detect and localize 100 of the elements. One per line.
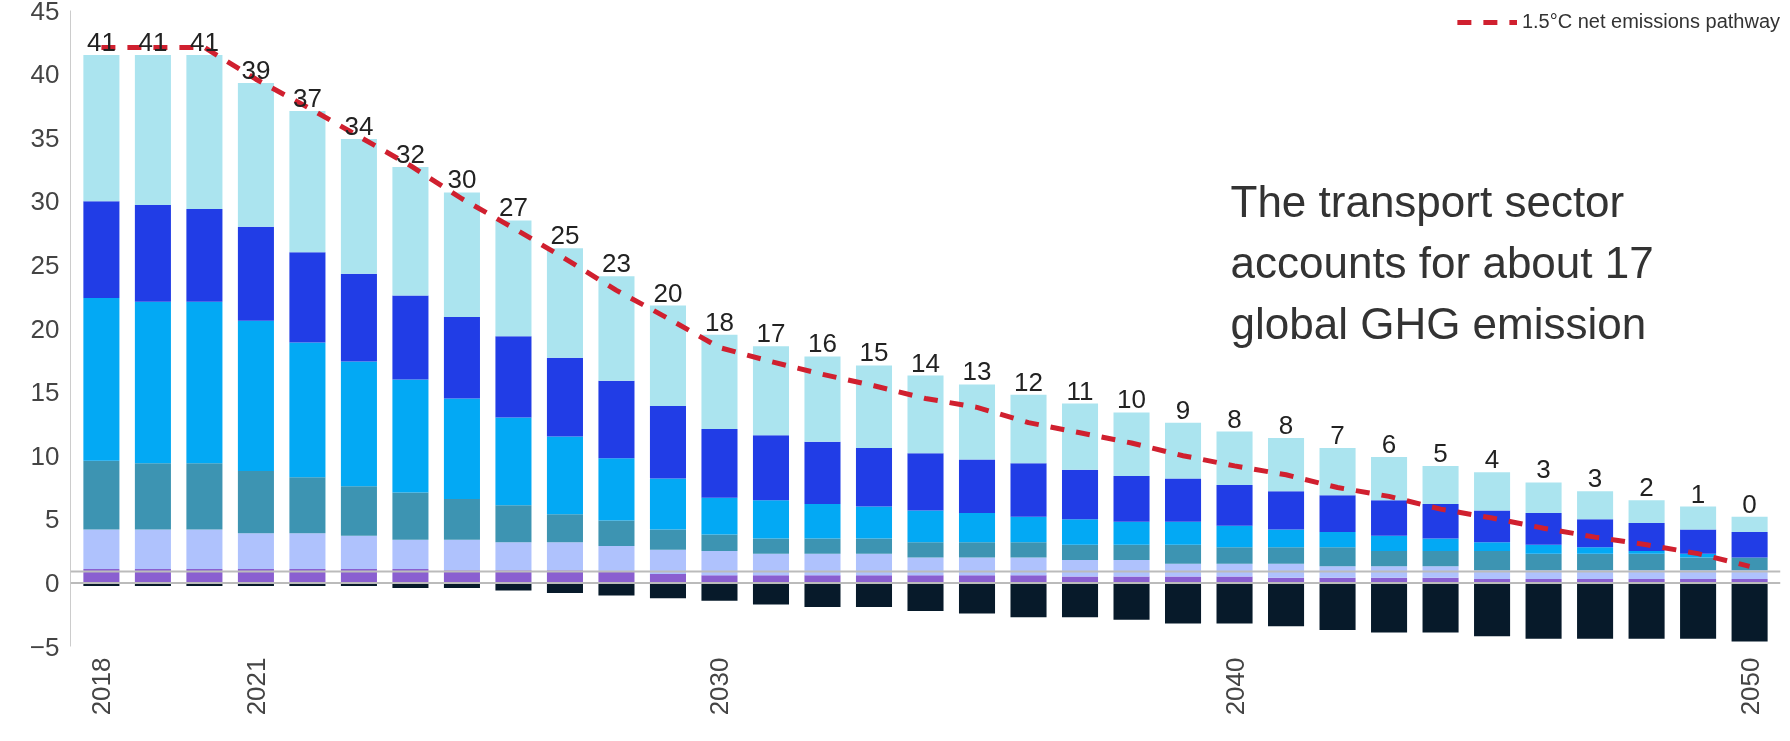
bar: [649, 478, 686, 530]
bar: [804, 582, 841, 608]
bar: [1268, 547, 1305, 564]
bar: [649, 406, 686, 479]
x-tick-label: 2040: [1219, 657, 1250, 716]
bar: [1319, 547, 1356, 567]
bar: [1216, 582, 1253, 624]
bar: [1731, 532, 1768, 558]
bar: [598, 458, 635, 521]
bar: [907, 453, 944, 511]
total-label: 2: [1639, 472, 1654, 503]
bar: [237, 320, 274, 471]
bar: [495, 505, 532, 543]
bar: [958, 459, 996, 513]
legend-label: 1.5°C net emissions pathway: [1521, 10, 1780, 33]
bar: [1525, 582, 1562, 639]
bar: [1319, 582, 1356, 630]
bar: [1422, 504, 1459, 539]
annotation: The transport sector accounts for about 17 global GHG emission: [1230, 176, 1654, 348]
bar: [340, 486, 377, 536]
bar: [701, 582, 738, 601]
bar: [649, 305, 686, 407]
bar: [340, 361, 377, 487]
bar: [546, 248, 583, 358]
bar: [598, 582, 635, 596]
bar: [495, 220, 532, 337]
bar: [289, 477, 326, 534]
total-label: 11: [1066, 375, 1094, 406]
bar: [83, 201, 120, 298]
y-tick-label: 30: [30, 186, 60, 217]
total-label: 3: [1587, 463, 1603, 494]
bar: [1577, 553, 1614, 571]
bar: [340, 138, 377, 274]
bar: [134, 529, 171, 569]
bar: [1165, 422, 1202, 479]
total-label: 9: [1175, 394, 1191, 425]
bar: [1525, 553, 1562, 571]
bar: [1680, 506, 1717, 530]
bar: [1422, 551, 1459, 567]
x-tick-label: 2030: [704, 657, 735, 716]
bar: [1422, 538, 1459, 552]
bar: [186, 208, 223, 302]
bar: [1113, 476, 1150, 522]
total-label: 17: [756, 318, 786, 349]
bar: [443, 317, 480, 399]
bar: [1216, 484, 1253, 526]
bar: [1061, 582, 1099, 618]
total-label: 15: [859, 337, 889, 368]
y-tick-label: 5: [45, 504, 60, 535]
y-tick-label: −5: [29, 631, 60, 662]
bar: [546, 542, 583, 571]
bar: [855, 448, 893, 507]
bar: [392, 166, 429, 296]
bar: [1525, 512, 1562, 545]
bar: [1216, 547, 1253, 564]
bar: [546, 357, 583, 437]
bar: [804, 553, 841, 576]
bar: [1061, 403, 1099, 470]
bar: [804, 356, 841, 442]
bar: [855, 582, 893, 608]
bar: [443, 498, 480, 540]
total-label: 25: [550, 220, 580, 251]
bar: [134, 205, 171, 302]
bar: [1268, 529, 1305, 548]
bar: [1525, 482, 1562, 513]
bar: [392, 539, 429, 569]
bar: [1113, 412, 1150, 477]
bar: [701, 497, 738, 535]
bar: [546, 514, 583, 543]
total-label: 0: [1742, 488, 1757, 519]
bar: [958, 384, 996, 460]
bar: [752, 346, 790, 436]
total-label: 20: [653, 277, 683, 308]
bar: [1268, 437, 1305, 492]
bar: [289, 533, 326, 569]
bar: [1371, 582, 1408, 633]
bar: [289, 252, 326, 343]
total-label: 1: [1690, 478, 1706, 509]
bar: [701, 334, 738, 429]
bar: [186, 463, 223, 530]
bar: [1165, 544, 1202, 564]
x-tick-label: 2021: [240, 657, 271, 716]
total-label: 39: [241, 55, 271, 85]
bar: [340, 273, 377, 362]
total-label: 13: [962, 356, 992, 387]
total-label: 7: [1330, 420, 1345, 451]
bar: [1268, 491, 1305, 530]
total-label: 3: [1536, 454, 1551, 485]
bar: [340, 535, 377, 569]
bar: [907, 510, 944, 543]
total-label: 8: [1278, 409, 1294, 440]
bar: [1474, 510, 1511, 543]
bar: [1010, 542, 1047, 558]
bar: [134, 463, 171, 530]
bar: [907, 582, 944, 611]
bar: [649, 582, 686, 599]
bar: [83, 460, 120, 530]
total-label: 10: [1117, 384, 1146, 415]
total-label: 34: [344, 110, 374, 141]
bar: [1680, 582, 1717, 639]
